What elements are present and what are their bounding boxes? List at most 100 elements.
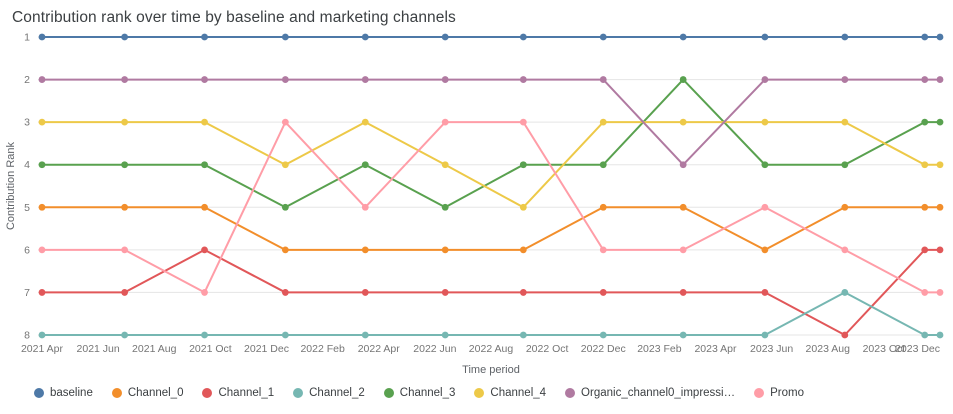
series-point-channel-0[interactable]	[361, 246, 369, 254]
series-point-organic-channel0-impressions[interactable]	[761, 76, 769, 83]
series-point-channel-2[interactable]	[201, 331, 208, 339]
series-point-channel-4[interactable]	[38, 118, 46, 126]
series-point-channel-1[interactable]	[936, 246, 944, 254]
series-point-promo[interactable]	[841, 246, 849, 254]
series-point-channel-2[interactable]	[38, 331, 46, 339]
series-point-channel-1[interactable]	[921, 246, 929, 254]
series-point-channel-1[interactable]	[281, 289, 289, 296]
series-point-promo[interactable]	[679, 246, 687, 254]
legend-item-channel-3[interactable]: Channel_3	[383, 387, 455, 399]
series-point-channel-0[interactable]	[761, 246, 769, 254]
legend-item-channel-4[interactable]: Channel_4	[474, 387, 546, 399]
series-point-channel-4[interactable]	[121, 118, 129, 126]
series-point-channel-4[interactable]	[841, 118, 849, 126]
series-point-channel-3[interactable]	[936, 118, 944, 126]
series-point-baseline[interactable]	[201, 33, 208, 41]
series-point-promo[interactable]	[201, 289, 208, 296]
series-point-promo[interactable]	[921, 289, 929, 296]
series-point-channel-2[interactable]	[761, 331, 769, 339]
series-point-channel-3[interactable]	[519, 161, 527, 169]
series-line-channel-2[interactable]	[41, 291, 941, 336]
series-point-channel-0[interactable]	[679, 203, 687, 211]
series-point-channel-1[interactable]	[201, 246, 208, 254]
series-point-channel-1[interactable]	[361, 289, 369, 296]
series-point-channel-3[interactable]	[599, 161, 607, 169]
series-point-channel-3[interactable]	[281, 203, 289, 211]
series-point-promo[interactable]	[361, 203, 369, 211]
series-point-channel-2[interactable]	[281, 331, 289, 339]
series-point-channel-2[interactable]	[936, 331, 944, 339]
series-point-promo[interactable]	[761, 203, 769, 211]
legend-item-channel-2[interactable]: Channel_2	[293, 387, 365, 399]
series-point-baseline[interactable]	[281, 33, 289, 41]
series-point-organic-channel0-impressions[interactable]	[38, 76, 46, 83]
series-point-channel-2[interactable]	[121, 331, 129, 339]
series-point-channel-1[interactable]	[441, 289, 449, 296]
series-point-channel-3[interactable]	[761, 161, 769, 169]
series-point-channel-1[interactable]	[599, 289, 607, 296]
series-point-channel-3[interactable]	[361, 161, 369, 169]
series-point-baseline[interactable]	[936, 33, 944, 41]
series-point-channel-2[interactable]	[441, 331, 449, 339]
series-point-promo[interactable]	[599, 246, 607, 254]
series-point-channel-1[interactable]	[38, 289, 46, 296]
series-point-baseline[interactable]	[841, 33, 849, 41]
series-point-promo[interactable]	[441, 118, 449, 126]
series-point-channel-4[interactable]	[679, 118, 687, 126]
series-point-channel-0[interactable]	[841, 203, 849, 211]
series-point-channel-0[interactable]	[519, 246, 527, 254]
series-line-channel-3[interactable]	[41, 78, 941, 209]
series-point-promo[interactable]	[519, 118, 527, 126]
series-point-channel-4[interactable]	[936, 161, 944, 169]
series-point-baseline[interactable]	[921, 33, 929, 41]
series-point-baseline[interactable]	[38, 33, 46, 41]
series-point-channel-4[interactable]	[201, 118, 208, 126]
series-point-channel-2[interactable]	[361, 331, 369, 339]
series-point-baseline[interactable]	[361, 33, 369, 41]
series-point-organic-channel0-impressions[interactable]	[921, 76, 929, 83]
series-point-channel-3[interactable]	[38, 161, 46, 169]
series-point-channel-2[interactable]	[921, 331, 929, 339]
series-point-organic-channel0-impressions[interactable]	[121, 76, 129, 83]
legend-item-baseline[interactable]: baseline	[34, 387, 93, 399]
series-point-channel-1[interactable]	[841, 331, 849, 339]
series-point-channel-4[interactable]	[519, 203, 527, 211]
series-point-channel-1[interactable]	[519, 289, 527, 296]
series-point-channel-3[interactable]	[841, 161, 849, 169]
legend-item-channel-0[interactable]: Channel_0	[111, 387, 183, 399]
series-point-baseline[interactable]	[519, 33, 527, 41]
series-point-organic-channel0-impressions[interactable]	[361, 76, 369, 83]
series-point-organic-channel0-impressions[interactable]	[201, 76, 208, 83]
series-point-channel-2[interactable]	[519, 331, 527, 339]
series-point-promo[interactable]	[936, 289, 944, 296]
series-point-organic-channel0-impressions[interactable]	[679, 161, 687, 169]
series-point-channel-2[interactable]	[679, 331, 687, 339]
series-point-organic-channel0-impressions[interactable]	[936, 76, 944, 83]
series-point-channel-4[interactable]	[281, 161, 289, 169]
legend-item-channel-1[interactable]: Channel_1	[202, 387, 274, 399]
legend-item-promo[interactable]: Promo	[754, 387, 804, 399]
series-point-channel-0[interactable]	[441, 246, 449, 254]
series-point-organic-channel0-impressions[interactable]	[519, 76, 527, 83]
series-point-organic-channel0-impressions[interactable]	[281, 76, 289, 83]
series-point-channel-4[interactable]	[361, 118, 369, 126]
series-point-promo[interactable]	[281, 118, 289, 126]
series-point-channel-0[interactable]	[599, 203, 607, 211]
series-point-channel-2[interactable]	[599, 331, 607, 339]
series-point-channel-4[interactable]	[761, 118, 769, 126]
series-point-channel-0[interactable]	[921, 203, 929, 211]
series-point-channel-0[interactable]	[936, 203, 944, 211]
series-point-channel-0[interactable]	[201, 203, 208, 211]
series-point-organic-channel0-impressions[interactable]	[599, 76, 607, 83]
series-point-promo[interactable]	[38, 246, 46, 254]
series-point-channel-1[interactable]	[679, 289, 687, 296]
series-point-channel-3[interactable]	[201, 161, 208, 169]
series-point-channel-3[interactable]	[441, 203, 449, 211]
series-point-channel-3[interactable]	[121, 161, 129, 169]
series-point-baseline[interactable]	[121, 33, 129, 41]
series-point-channel-2[interactable]	[841, 289, 849, 296]
series-point-organic-channel0-impressions[interactable]	[441, 76, 449, 83]
series-point-channel-1[interactable]	[761, 289, 769, 296]
series-point-channel-4[interactable]	[441, 161, 449, 169]
series-point-organic-channel0-impressions[interactable]	[841, 76, 849, 83]
